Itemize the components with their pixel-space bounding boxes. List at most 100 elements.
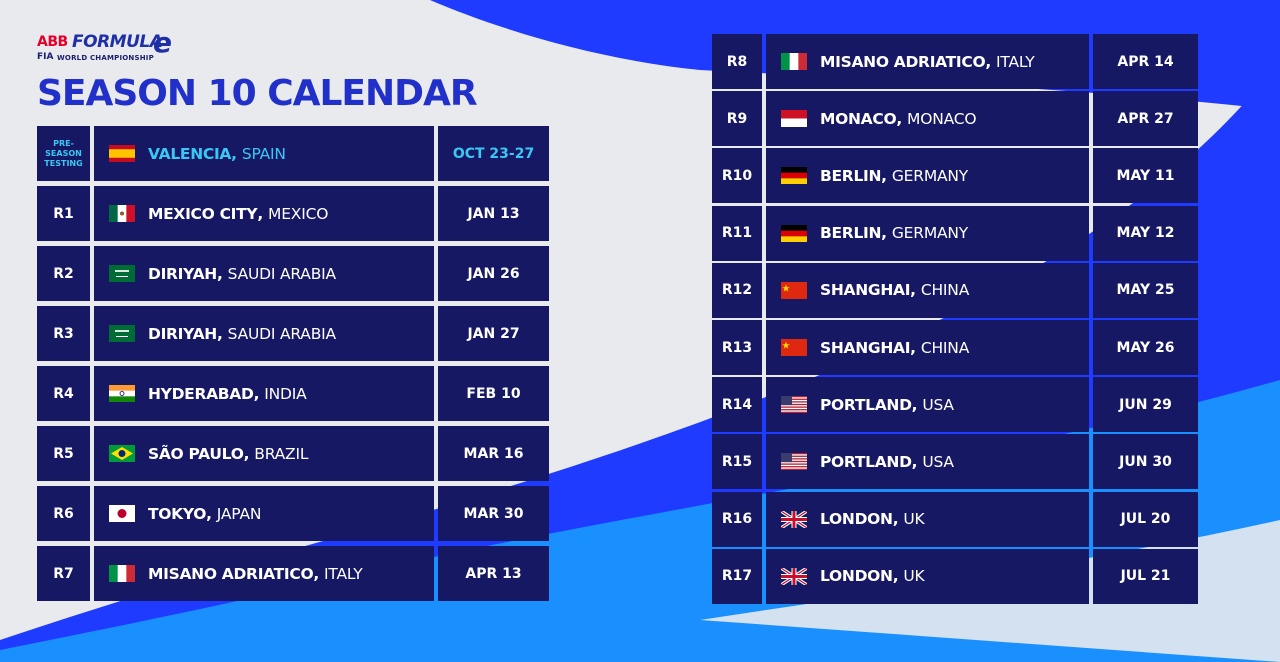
location-separator: , <box>881 166 892 185</box>
location: SÃO PAULO, BRAZIL <box>94 426 434 481</box>
round-number: R12 <box>712 262 762 318</box>
location-separator: , <box>881 224 892 243</box>
location: MISANO ADRIATICO, ITALY <box>766 34 1089 89</box>
country-name: MONACO <box>907 109 977 128</box>
city-name: SÃO PAULO <box>148 444 244 463</box>
page-title: SEASON 10 CALENDAR <box>37 73 478 114</box>
location: VALENCIA, SPAIN <box>94 126 434 181</box>
race-date: JAN 26 <box>438 246 549 301</box>
location-separator: , <box>910 281 921 300</box>
city-name: PORTLAND <box>820 452 912 471</box>
location-separator: , <box>985 52 997 71</box>
location: MONACO, MONACO <box>766 91 1089 147</box>
location-separator: , <box>910 338 921 357</box>
monaco-flag-icon <box>781 110 807 128</box>
location-separator: , <box>216 264 228 283</box>
city-name: DIRIYAH <box>148 264 217 283</box>
country-name: SPAIN <box>241 144 286 163</box>
location-separator: , <box>216 324 228 343</box>
race-date: MAR 30 <box>438 486 549 541</box>
location: LONDON, UK <box>766 548 1089 604</box>
round-number: R2 <box>37 246 90 301</box>
city-name: TOKYO <box>148 504 207 523</box>
city-name: BERLIN <box>820 224 882 243</box>
race-date: FEB 10 <box>438 366 549 421</box>
city-name: MISANO ADRIATICO <box>148 564 314 583</box>
country-name: ITALY <box>324 564 363 583</box>
usa-flag-icon <box>781 453 807 471</box>
round-number: PRE- SEASON TESTING <box>37 126 90 181</box>
formula-e-logo: ABB FORMULA e FIA WORLD CHAMPIONSHIP <box>37 26 197 66</box>
round-number: R5 <box>37 426 90 481</box>
round-number: R3 <box>37 306 90 361</box>
location: PORTLAND, USA <box>766 434 1089 490</box>
location: BERLIN, GERMANY <box>766 148 1089 204</box>
location-separator: , <box>313 564 325 583</box>
city-name: MEXICO CITY <box>148 204 258 223</box>
city-name: PORTLAND <box>820 395 912 414</box>
race-date: JAN 27 <box>438 306 549 361</box>
country-name: INDIA <box>264 384 307 403</box>
round-number: R7 <box>37 546 90 601</box>
city-name: LONDON <box>820 510 893 529</box>
round-number: R9 <box>712 91 762 147</box>
germany-flag-icon <box>781 224 807 242</box>
location-separator: , <box>206 504 217 523</box>
race-date: JUL 21 <box>1093 548 1198 604</box>
location-separator: , <box>896 109 908 128</box>
country-name: GERMANY <box>891 166 969 185</box>
e-logo-text: e <box>153 26 172 59</box>
race-date: OCT 23-27 <box>438 126 549 181</box>
location-separator: , <box>892 510 904 529</box>
location: SHANGHAI, CHINA <box>766 262 1089 318</box>
city-name: DIRIYAH <box>148 324 217 343</box>
location-separator: , <box>911 452 923 471</box>
race-date: MAY 12 <box>1093 205 1198 261</box>
round-label-line: SEASON <box>45 148 82 158</box>
round-label-line: PRE- <box>53 138 74 148</box>
location: SHANGHAI, CHINA <box>766 320 1089 375</box>
race-date: APR 14 <box>1093 34 1198 89</box>
round-number: R1 <box>37 186 90 241</box>
location: DIRIYAH, SAUDI ARABIA <box>94 306 434 361</box>
location: MEXICO CITY, MEXICO <box>94 186 434 241</box>
country-name: ITALY <box>996 52 1035 71</box>
italy-flag-icon <box>109 565 135 582</box>
location: TOKYO, JAPAN <box>94 486 434 541</box>
city-name: HYDERABAD <box>148 384 254 403</box>
china-flag-icon <box>781 281 807 299</box>
race-date: APR 13 <box>438 546 549 601</box>
city-name: LONDON <box>820 567 893 586</box>
country-name: UK <box>903 510 925 529</box>
race-date: MAY 26 <box>1093 320 1198 375</box>
race-date: APR 27 <box>1093 91 1198 147</box>
round-number: R8 <box>712 34 762 89</box>
germany-flag-icon <box>781 167 807 185</box>
uk-flag-icon <box>780 509 808 530</box>
location-separator: , <box>911 395 923 414</box>
location: HYDERABAD, INDIA <box>94 366 434 421</box>
race-date: MAR 16 <box>438 426 549 481</box>
round-number: R4 <box>37 366 90 421</box>
location: LONDON, UK <box>766 491 1089 547</box>
round-number: R6 <box>37 486 90 541</box>
city-name: SHANGHAI <box>820 281 911 300</box>
round-number: R13 <box>712 320 762 375</box>
india-flag-icon <box>109 385 135 402</box>
country-name: USA <box>922 452 954 471</box>
race-date: JAN 13 <box>438 186 549 241</box>
round-label-line: TESTING <box>44 158 83 168</box>
round-number: R17 <box>712 548 762 604</box>
location-separator: , <box>892 567 904 586</box>
location-separator: , <box>257 204 269 223</box>
city-name: MISANO ADRIATICO <box>820 52 986 71</box>
country-name: MEXICO <box>268 204 329 223</box>
race-date: JUN 29 <box>1093 377 1198 433</box>
location-separator: , <box>231 144 242 163</box>
location: BERLIN, GERMANY <box>766 205 1089 261</box>
spain-flag-icon <box>109 145 135 162</box>
city-name: VALENCIA <box>148 144 232 163</box>
country-name: UK <box>903 567 925 586</box>
race-date: MAY 25 <box>1093 262 1198 318</box>
saudi-arabia-flag-icon <box>109 265 135 282</box>
